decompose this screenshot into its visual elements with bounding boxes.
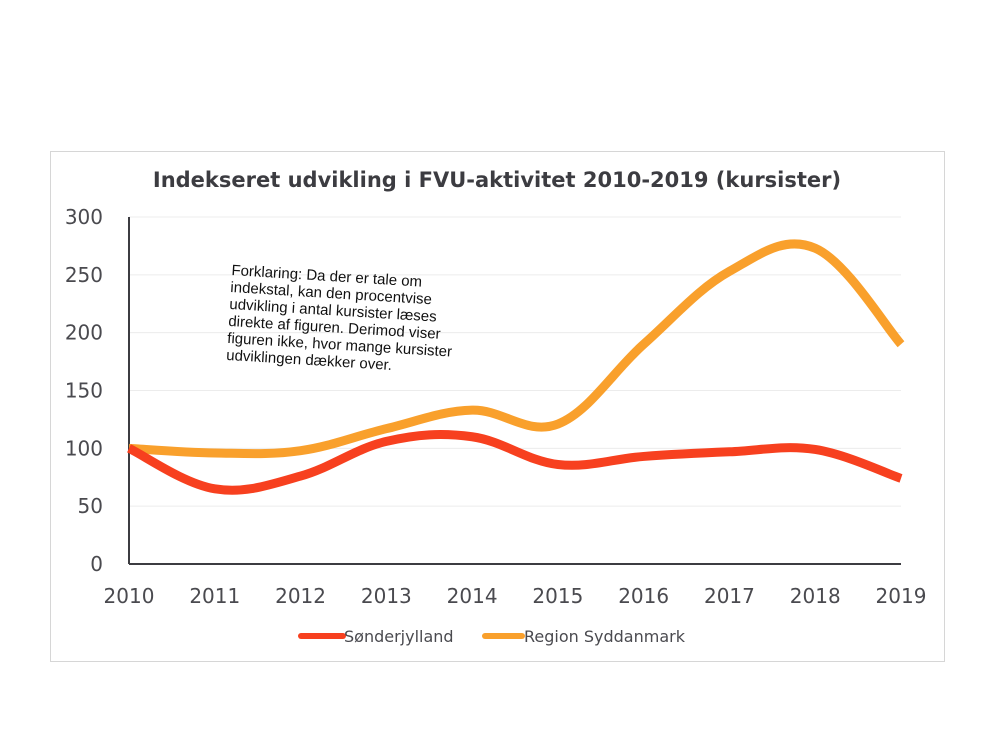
y-tick-label: 250: [65, 263, 103, 287]
data-series: [126, 239, 905, 495]
chart-title: Indekseret udvikling i FVU-aktivitet 201…: [153, 168, 841, 192]
x-tick-label: 2017: [704, 584, 755, 608]
chart-panel: [50, 151, 945, 662]
x-tick-label: 2019: [876, 584, 927, 608]
x-tick-label: 2018: [790, 584, 841, 608]
x-tick-label: 2011: [189, 584, 240, 608]
y-tick-label: 150: [65, 379, 103, 403]
y-tick-label: 300: [65, 205, 103, 229]
y-tick-label: 0: [90, 552, 103, 576]
legend-label-sonderjylland: Sønderjylland: [344, 627, 454, 646]
y-axis-ticks: 0 50 100 150 200 250 300: [65, 205, 103, 576]
series-line-sonderjylland: [126, 430, 903, 495]
y-tick-label: 200: [65, 321, 103, 345]
chart-annotation: Forklaring: Da der er tale om indekstal,…: [225, 262, 453, 374]
y-tick-label: 50: [78, 494, 103, 518]
x-tick-label: 2014: [447, 584, 498, 608]
series-line-region-syddanmark: [128, 239, 905, 459]
x-tick-label: 2013: [361, 584, 412, 608]
legend-label-region-syddanmark: Region Syddanmark: [524, 627, 686, 646]
x-tick-label: 2012: [275, 584, 326, 608]
y-tick-label: 100: [65, 436, 103, 460]
x-tick-label: 2015: [532, 584, 583, 608]
x-tick-label: 2010: [104, 584, 155, 608]
x-tick-label: 2016: [618, 584, 669, 608]
legend: Sønderjylland Region Syddanmark: [298, 627, 686, 646]
x-axis-ticks: 2010 2011 2012 2013 2014 2015 2016 2017 2018 2019: [104, 584, 927, 608]
